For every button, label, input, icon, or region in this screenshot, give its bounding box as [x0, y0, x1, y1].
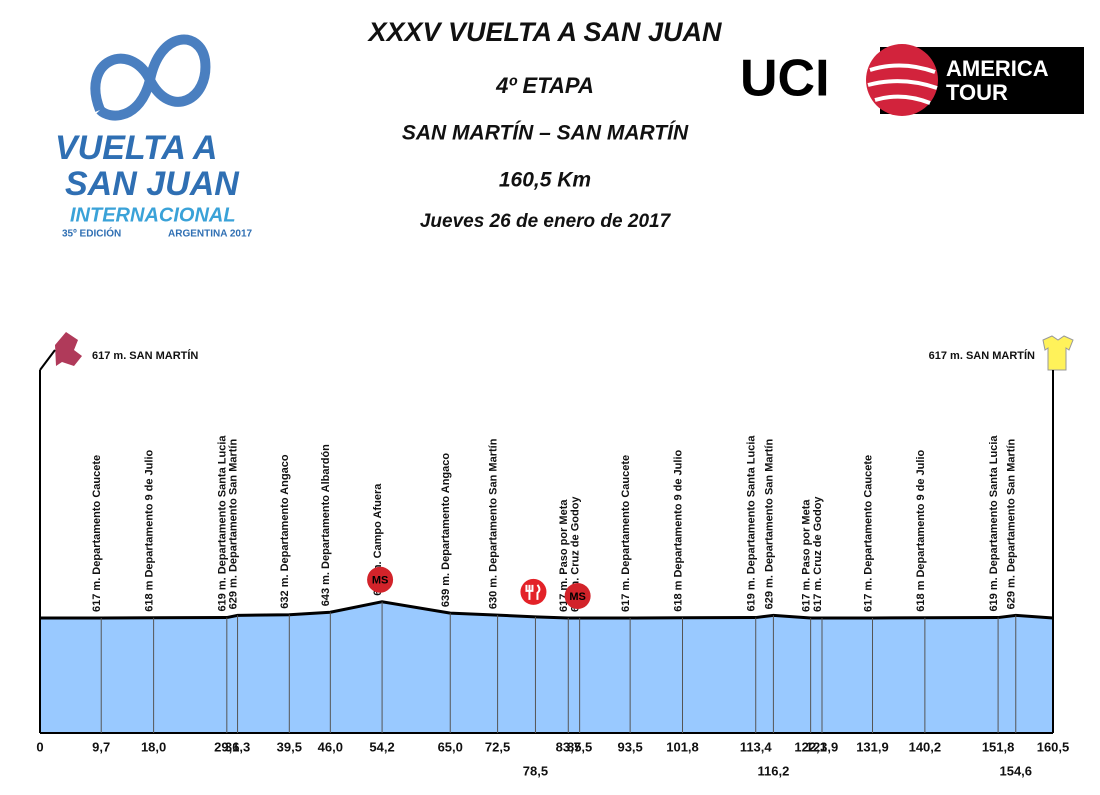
km-label: 122,1 [794, 739, 827, 754]
km-label: 101,8 [666, 739, 699, 754]
waypoint-label: 643 m. Departamento Albardón [320, 444, 332, 606]
waypoint-label: 629 m. Departamento San Martín [1006, 439, 1018, 610]
waypoint-label: 617 m. Cruz de Godoy [570, 496, 582, 612]
km-label: 31,3 [225, 739, 250, 754]
waypoint-label: 632 m. Departamento Angaco [279, 454, 291, 609]
stage-route: SAN MARTÍN – SAN MARTÍN [402, 122, 689, 145]
km-label: 140,2 [909, 739, 942, 754]
waypoint-label: 618 m Departamento 9 de Julio [915, 450, 927, 612]
km-label: 72,5 [485, 739, 510, 754]
km-label: 0 [36, 739, 43, 754]
uci-logo: UCI AMERICA TOUR [740, 44, 1084, 116]
stage-number: 4º ETAPA [495, 73, 594, 98]
km-label: 18,0 [141, 739, 166, 754]
km-label: 123,9 [806, 739, 839, 754]
finish-jersey [1042, 335, 1074, 371]
waypoint-label: 619 m. Departamento Santa Lucia [746, 435, 758, 612]
km-label: 151,8 [982, 739, 1015, 754]
waypoint-label: 618 m Departamento 9 de Julio [144, 450, 156, 612]
km-label: 93,5 [617, 739, 642, 754]
km-label: 29,6 [214, 739, 239, 754]
logo-text: ARGENTINA 2017 [168, 229, 253, 240]
sprint-icon-label: MS [372, 575, 389, 587]
waypoint-label: 619 m. Departamento Santa Lucia [217, 435, 229, 612]
sprint-icon-label: MS [569, 591, 586, 603]
feed-zone-cutlery [525, 584, 541, 600]
race-title: XXXV VUELTA A SAN JUAN [366, 17, 722, 47]
waypoint-label: 629 m. Departamento San Martín [763, 439, 775, 610]
logo-text: SAN JUAN [65, 165, 240, 203]
km-label: 54,2 [369, 739, 394, 754]
profile-area [40, 601, 1053, 733]
km-label: 39,5 [277, 739, 302, 754]
km-label: 46,0 [318, 739, 343, 754]
logo-swirl [96, 78, 155, 121]
waypoint-label: 619 m. Departamento Santa Lucia [988, 435, 1000, 612]
logo-text: INTERNACIONAL [70, 204, 236, 226]
waypoint-label: 639 m. Departamento Angaco [440, 453, 452, 608]
km-label: 116,2 [757, 763, 789, 778]
stage-date: Jueves 26 de enero de 2017 [420, 211, 672, 232]
uci-tour-text: TOUR [946, 80, 1008, 105]
start-icon [55, 332, 82, 366]
km-label: 85,5 [567, 739, 592, 754]
finish-label: 617 m. SAN MARTÍN [929, 349, 1035, 362]
profile-line [40, 600, 1054, 620]
uci-tour-text: AMERICA [946, 56, 1049, 81]
start-flag-pole [39, 349, 56, 371]
waypoint-label: 617 m. Departamento Caucete [620, 455, 632, 612]
logo-swirl [90, 34, 211, 112]
km-label: 160,5 [1037, 739, 1070, 754]
uci-text: UCI [740, 50, 830, 108]
waypoint-label: 617 m. Paso por Meta [801, 499, 813, 612]
logo-text: 35º EDICIÓN [62, 227, 121, 240]
km-label: 83,7 [556, 739, 581, 754]
sprint-icon [367, 566, 394, 593]
waypoint-label: 617 m. Departamento Caucete [91, 455, 103, 612]
uci-globe-lines [867, 63, 938, 105]
km-label: 65,0 [438, 739, 463, 754]
waypoint-label: 618 m Departamento 9 de Julio [672, 450, 684, 612]
waypoint-label: 629 m. Departamento San Martín [227, 439, 239, 610]
waypoint-label: 630 m. Departamento San Martín [487, 438, 499, 609]
km-label: 9,7 [92, 739, 110, 754]
km-label: 154,6 [999, 763, 1032, 778]
km-label: 131,9 [856, 739, 889, 754]
waypoint-label: 617 m. Paso por Meta [558, 499, 570, 612]
stage-distance: 160,5 Km [499, 169, 591, 192]
waypoint-label: 617 m. Departamento Caucete [862, 455, 874, 612]
km-label: 78,5 [523, 763, 548, 778]
start-label: 617 m. SAN MARTÍN [92, 349, 198, 362]
race-logo: VUELTA A SAN JUAN INTERNACIONAL 35º EDIC… [55, 34, 253, 240]
km-label: 113,4 [740, 739, 773, 754]
sprint-icon [564, 583, 591, 609]
waypoint-label: 617 m. Cruz de Godoy [812, 496, 824, 612]
logo-text: VUELTA A [55, 129, 217, 167]
